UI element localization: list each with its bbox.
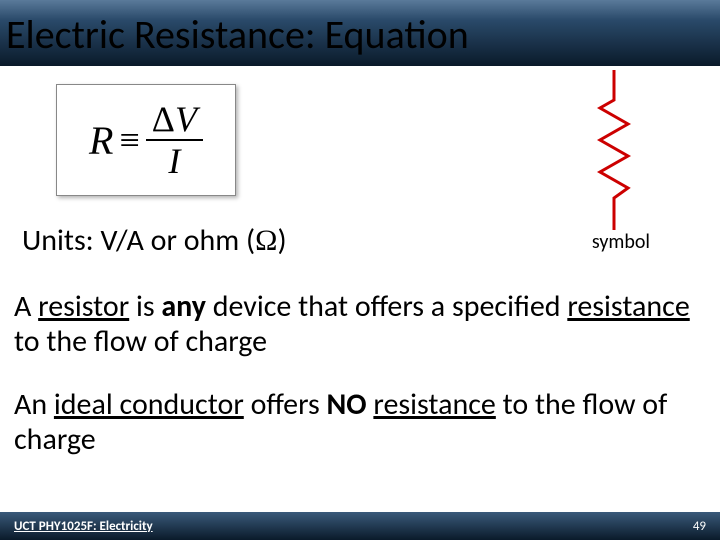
equation-numerator: ΔV [146,101,203,141]
footer-page-number: 49 [693,519,706,534]
symbol-label: symbol [592,230,650,254]
paragraph-conductor: An ideal conductor offers NO resistance … [14,388,706,457]
equation-operator: ≡ [113,119,145,161]
units-text: Units: V/A or ohm (Ω) [22,222,287,259]
equation-box: R ≡ ΔV I [56,84,236,196]
footer-course: UCT PHY1025F: Electricity [14,519,153,534]
footer-bar: UCT PHY1025F: Electricity 49 [0,512,720,540]
equation-fraction: ΔV I [146,101,203,179]
resistor-symbol-icon [594,70,634,235]
title-bar: Electric Resistance: Equation [0,0,720,66]
equation-denominator: I [168,141,180,179]
paragraph-resistor: A resistor is any device that offers a s… [14,290,706,359]
equation-lhs: R [89,117,113,164]
slide-title: Electric Resistance: Equation [6,10,469,59]
